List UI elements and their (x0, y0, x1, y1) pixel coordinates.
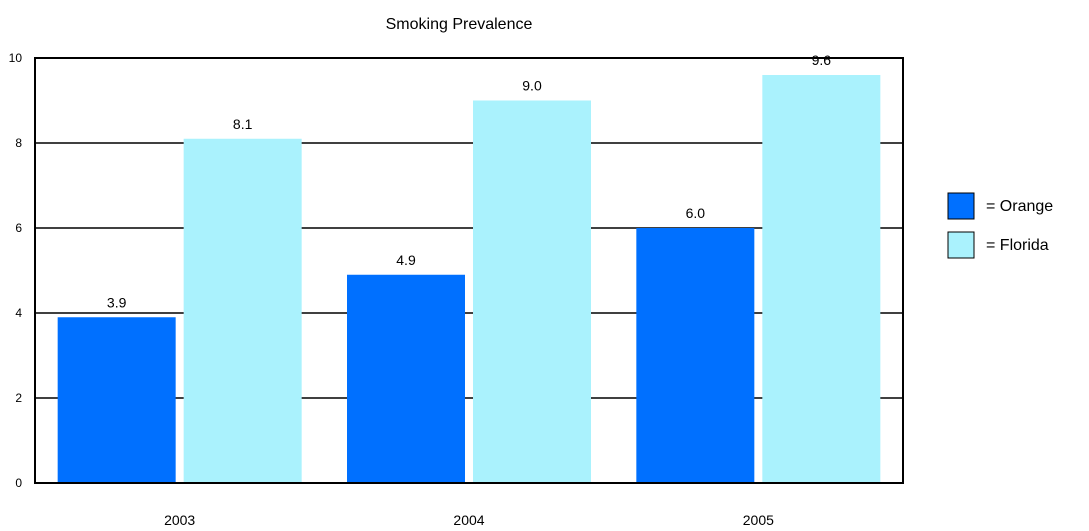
y-axis: 0 2 4 6 8 10 (9, 51, 23, 490)
bar (183, 138, 302, 483)
legend-item: = Orange (947, 192, 1053, 220)
y-tick-label: 10 (9, 51, 23, 65)
y-tick-label: 4 (15, 306, 22, 320)
plot-area (34, 57, 904, 484)
grid-lines (35, 142, 903, 399)
x-category-label: 2004 (453, 512, 484, 528)
x-category-label: 2003 (164, 512, 195, 528)
bar (57, 317, 176, 483)
data-label: 8.1 (233, 116, 253, 132)
legend: = Orange = Florida (947, 192, 1053, 259)
data-label: 6.0 (686, 205, 706, 221)
bar (473, 100, 591, 483)
bar (636, 228, 755, 483)
y-tick-label: 2 (15, 391, 22, 405)
bars: 3.9 8.1 4.9 9.0 6.0 9.6 (57, 52, 881, 483)
data-label: 9.6 (812, 52, 832, 68)
x-axis: 2003 2004 2005 (164, 512, 774, 528)
data-label: 9.0 (522, 78, 542, 94)
bar (347, 274, 465, 483)
x-category-label: 2005 (743, 512, 774, 528)
data-label: 3.9 (107, 294, 127, 310)
y-tick-label: 0 (15, 476, 22, 490)
data-label: 4.9 (396, 252, 416, 268)
chart-title: Smoking Prevalence (386, 16, 533, 33)
y-tick-label: 6 (15, 221, 22, 235)
legend-swatch (947, 231, 975, 259)
legend-label: = Florida (986, 237, 1049, 254)
legend-swatch (947, 192, 975, 220)
bar (762, 75, 881, 483)
legend-item: = Florida (947, 231, 1049, 259)
y-tick-label: 8 (15, 136, 22, 150)
legend-label: = Orange (986, 198, 1053, 215)
